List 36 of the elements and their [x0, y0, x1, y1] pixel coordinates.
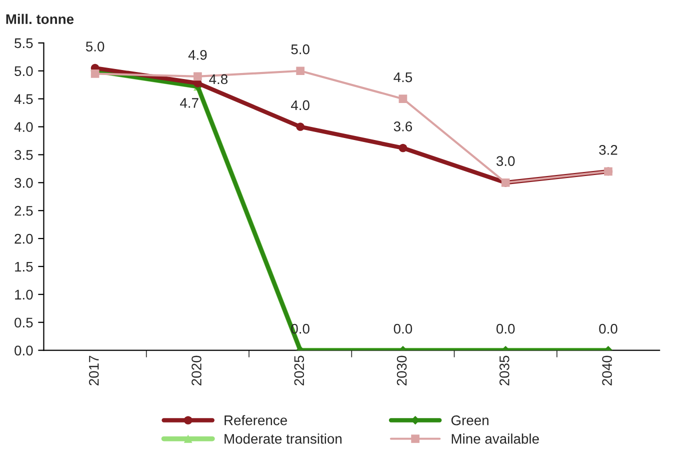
data-label: 3.2	[599, 145, 618, 155]
y-tick-label: 1.0	[15, 290, 33, 300]
data-label: 0.0	[496, 324, 515, 334]
data-label: 4.7	[180, 98, 198, 108]
data-label: 3.0	[496, 156, 515, 166]
x-tick-label: 2025	[294, 356, 304, 386]
data-label: 4.0	[290, 100, 310, 110]
y-tick-label: 4.5	[14, 94, 33, 104]
y-tick-label: 3.0	[14, 178, 33, 188]
data-label: 3.6	[394, 122, 412, 132]
legend-label: Green	[451, 415, 488, 426]
y-tick-label: 1.5	[15, 262, 33, 272]
data-label: 5.0	[86, 42, 104, 52]
y-tick-label: 5.5	[14, 38, 33, 48]
y-tick-label: 2.0	[14, 234, 33, 244]
data-label: 0.0	[599, 324, 618, 334]
legend-label: Reference	[224, 415, 287, 426]
data-label: 4.8	[209, 74, 228, 84]
x-tick-label: 2040	[602, 356, 612, 386]
data-label: 5.0	[291, 44, 310, 54]
y-axis-title: Mill. tonne	[6, 14, 74, 24]
y-tick-label: 0.0	[14, 346, 33, 356]
data-label: 0.0	[394, 324, 412, 334]
data-label: 4.5	[394, 72, 412, 82]
y-tick-label: 3.5	[14, 150, 33, 160]
x-tick-label: 2017	[88, 356, 99, 386]
x-tick-label: 2035	[499, 356, 510, 386]
x-tick-label: 2020	[192, 356, 202, 386]
legend-label: Moderate transition	[224, 434, 342, 444]
legend-label: Mine available	[452, 434, 539, 444]
data-label: 4.9	[188, 50, 207, 60]
y-tick-label: 5.0	[14, 66, 33, 76]
y-tick-label: 2.5	[14, 206, 33, 216]
y-tick-label: 4.0	[14, 122, 33, 132]
x-tick-label: 2030	[396, 356, 407, 386]
y-tick-label: 0.5	[14, 318, 33, 328]
